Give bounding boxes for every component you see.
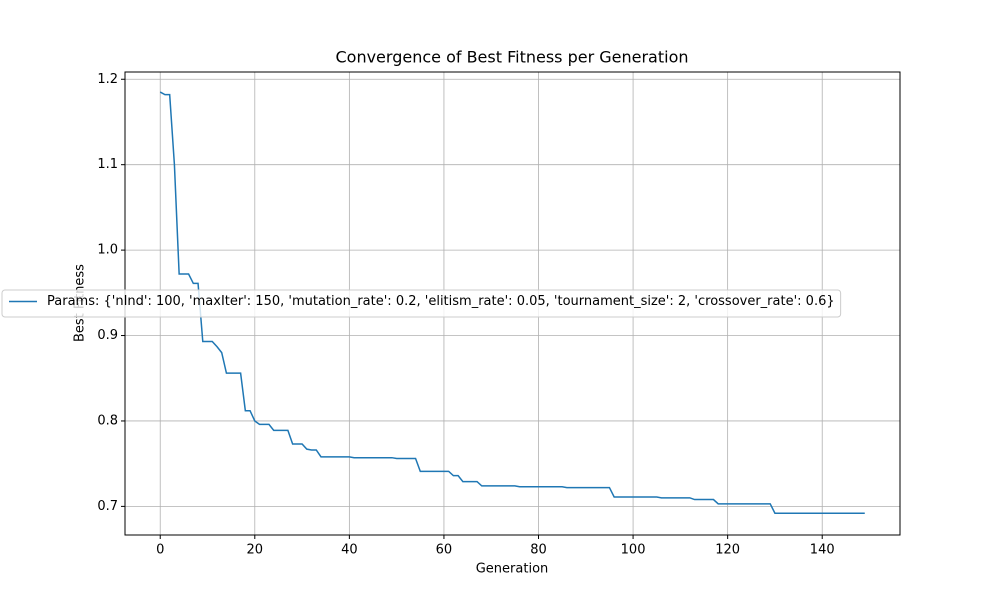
- chart-title: Convergence of Best Fitness per Generati…: [335, 48, 688, 67]
- y-tick-label: 0.8: [97, 413, 118, 428]
- x-tick-label: 20: [247, 543, 264, 558]
- x-tick-label: 120: [715, 543, 740, 558]
- y-tick-label: 1.0: [97, 243, 118, 258]
- x-tick-label: 80: [530, 543, 547, 558]
- x-tick-label: 140: [810, 543, 835, 558]
- x-tick-label: 100: [621, 543, 646, 558]
- x-tick-label: 40: [341, 543, 358, 558]
- y-tick-label: 0.7: [97, 499, 118, 514]
- x-tick-label: 0: [156, 543, 164, 558]
- legend-box: [1, 289, 842, 318]
- y-tick-label: 1.1: [97, 157, 118, 172]
- x-tick-label: 60: [436, 543, 453, 558]
- y-tick-label: 0.9: [97, 328, 118, 343]
- x-axis-label: Generation: [476, 562, 549, 577]
- data-line: [159, 91, 865, 514]
- legend: Params: {'nInd': 100, 'maxIter': 150, 'm…: [1, 289, 842, 318]
- y-tick-label: 1.2: [97, 72, 118, 87]
- legend-label: Params: {'nInd': 100, 'maxIter': 150, 'm…: [47, 294, 835, 309]
